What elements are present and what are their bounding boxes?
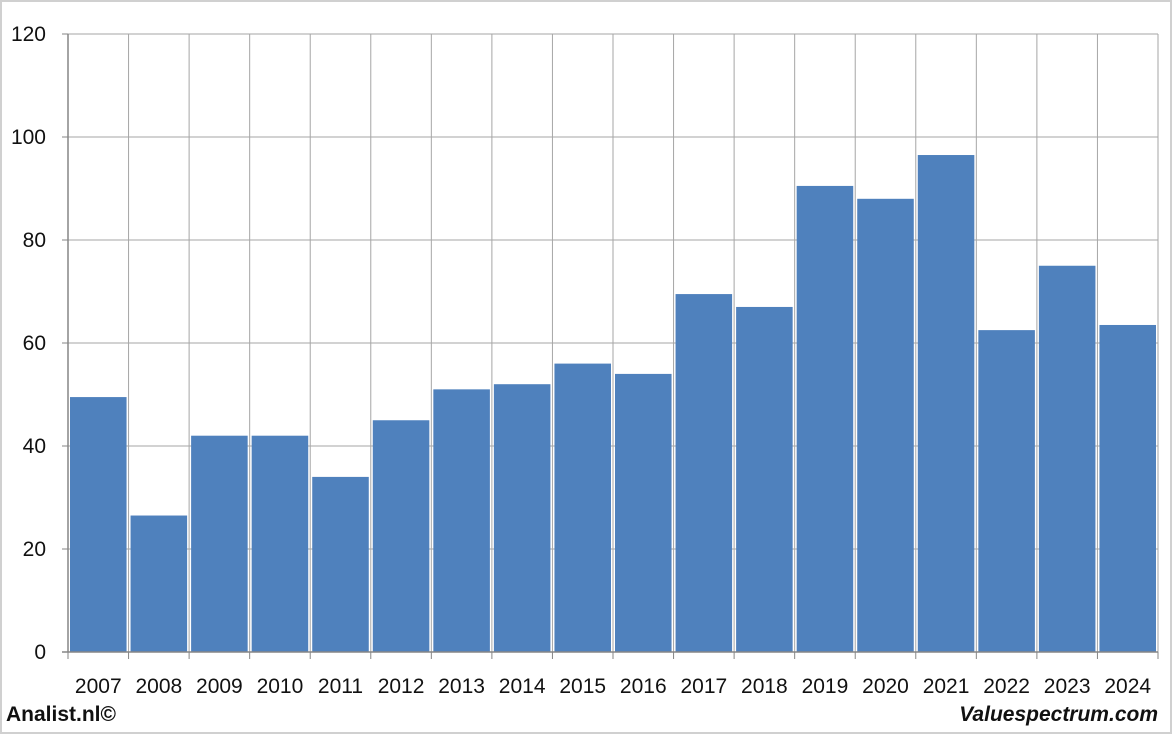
footer-brand-left: Analist.nl© [6,703,116,727]
x-tick-label-2019: 2019 [802,675,849,698]
bar-2019 [797,186,854,652]
x-tick-label-2016: 2016 [620,675,667,698]
y-tick-label: 60 [23,332,46,355]
x-tick-label-2023: 2023 [1044,675,1091,698]
bar-2022 [978,330,1035,652]
bar-2015 [554,364,611,652]
bar-2017 [676,294,733,652]
bar-2007 [70,397,127,652]
bar-2021 [918,155,975,652]
x-tick-label-2011: 2011 [318,675,363,698]
x-tick-label-2022: 2022 [983,675,1030,698]
bar-2016 [615,374,672,652]
bar-2008 [131,516,188,652]
bar-2020 [857,199,914,652]
x-tick-label-2014: 2014 [499,675,546,698]
bar-2014 [494,384,551,652]
bar-2023 [1039,266,1096,652]
x-tick-label-2010: 2010 [257,675,304,698]
x-tick-label-2020: 2020 [862,675,909,698]
y-tick-label: 120 [11,23,46,46]
bar-2018 [736,307,793,652]
x-tick-label-2007: 2007 [75,675,122,698]
y-tick-label: 100 [11,126,46,149]
bar-2010 [252,436,309,652]
y-tick-label: 80 [23,229,46,252]
bar-2012 [373,420,430,652]
y-tick-label: 40 [23,435,46,458]
bar-2009 [191,436,248,652]
x-tick-label-2018: 2018 [741,675,788,698]
x-tick-label-2012: 2012 [378,675,425,698]
x-tick-label-2015: 2015 [559,675,606,698]
bar-2011 [312,477,369,652]
x-tick-label-2009: 2009 [196,675,243,698]
footer-brand-right: Valuespectrum.com [959,703,1158,727]
x-tick-label-2013: 2013 [438,675,485,698]
bar-2024 [1099,325,1156,652]
x-tick-label-2017: 2017 [680,675,727,698]
x-tick-label-2021: 2021 [923,675,970,698]
x-tick-label-2024: 2024 [1104,675,1151,698]
y-tick-label: 0 [34,641,46,664]
bar-2013 [433,389,490,652]
y-tick-label: 20 [23,538,46,561]
x-tick-label-2008: 2008 [135,675,182,698]
